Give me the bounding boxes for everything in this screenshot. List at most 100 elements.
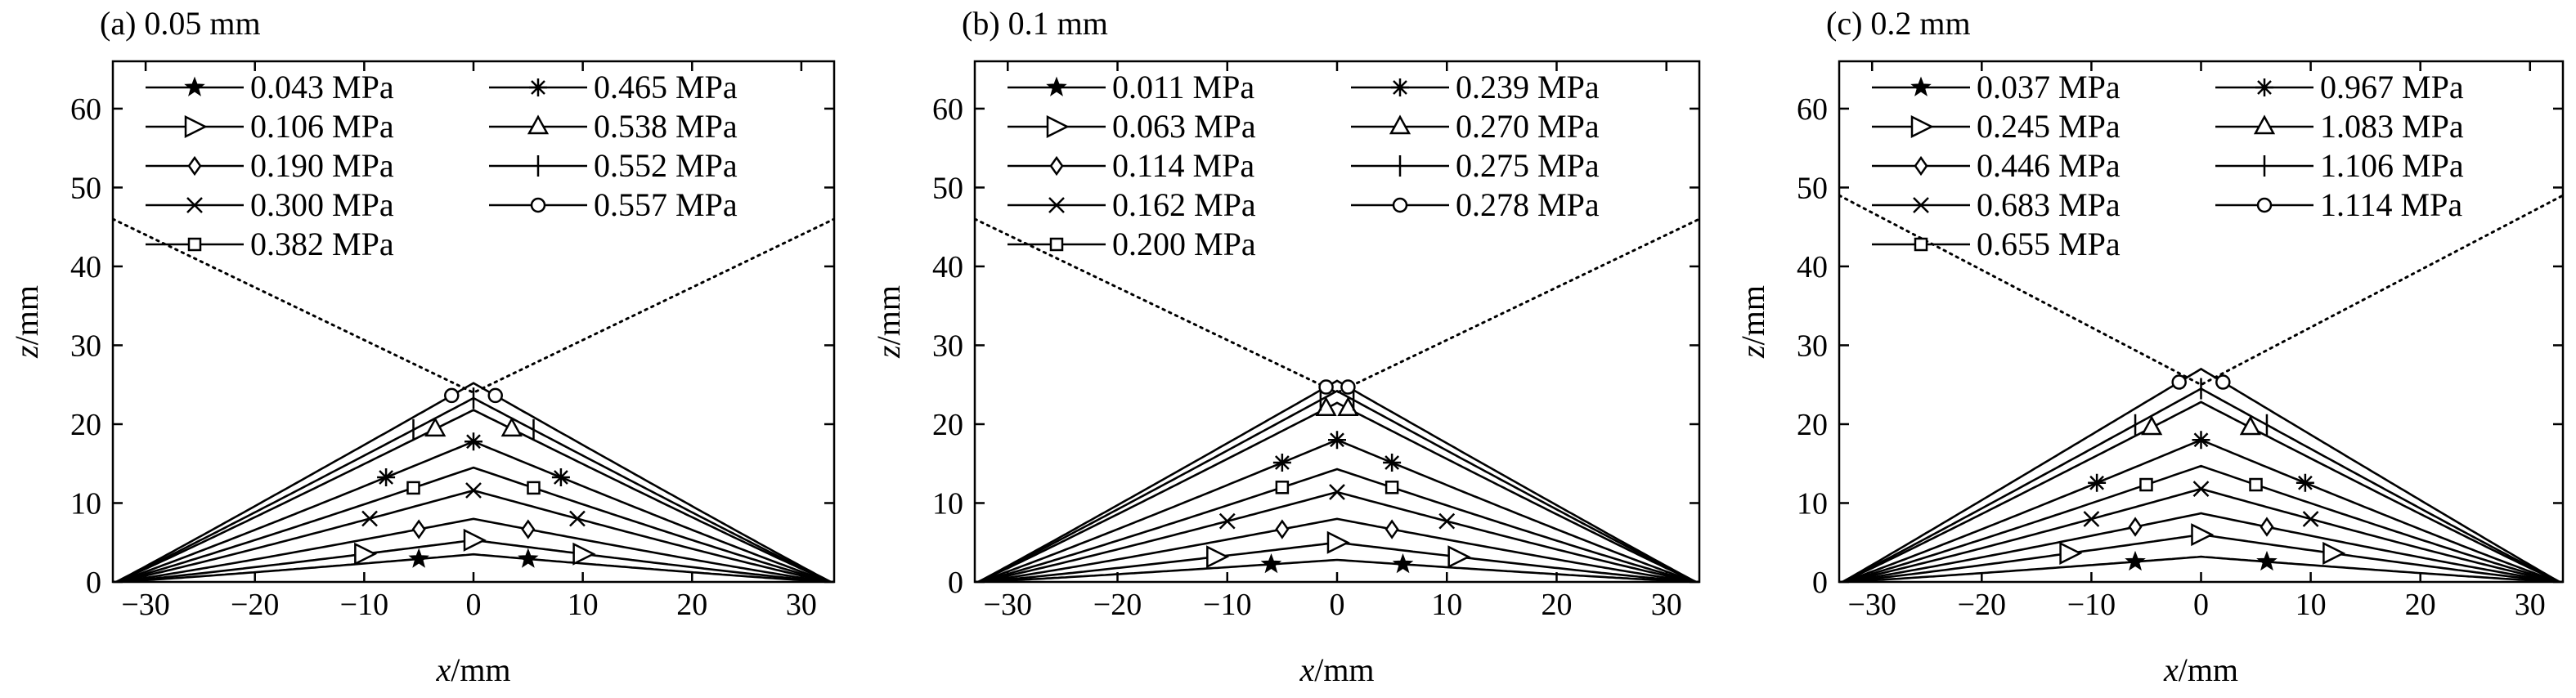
legend-marker [1910,114,1934,139]
series-marker [2125,550,2146,571]
legend-label: 0.043 MPa [250,69,394,105]
series-marker [2088,473,2107,492]
x-tick-label: −30 [1848,588,1896,622]
series-marker [1384,519,1399,539]
legend-label: 1.083 MPa [2320,108,2464,145]
series-7 [1839,400,2563,582]
series-marker [406,481,420,495]
legend-marker [1048,197,1065,213]
legend-item: 0.011 MPa [1008,69,1254,105]
legend-item: 0.446 MPa [1872,147,2120,184]
x-tick-label: −10 [340,588,388,622]
series-line [1839,555,2563,582]
legend-item: 0.190 MPa [146,147,394,184]
series-line [975,517,1699,582]
series-marker [444,387,460,404]
y-tick-label: 40 [932,250,963,284]
x-tick-label: −10 [2067,588,2116,622]
legend-label: 0.275 MPa [1456,147,1600,184]
series-marker [518,548,539,568]
legend-item: 0.275 MPa [1351,147,1600,184]
series-1 [113,548,834,582]
series-marker [2192,431,2210,450]
legend-item: 0.114 MPa [1008,147,1254,184]
series-line [113,382,834,582]
series-3 [1839,512,2563,582]
series-7 [975,396,1699,582]
series-1 [975,553,1699,582]
legend-item: 0.465 MPa [489,69,738,105]
legend-label: 1.106 MPa [2320,147,2464,184]
legend-label: 0.114 MPa [1112,147,1254,184]
legend-item: 0.300 MPa [146,186,394,223]
chart-title: (c) 0.2 mm [1826,5,1971,42]
legend-item: 0.162 MPa [1008,186,1256,223]
series-marker [1260,553,1282,574]
legend-item: 0.270 MPa [1351,108,1600,145]
legend-item: 0.683 MPa [1872,186,2120,223]
x-tick-label: 20 [676,588,707,622]
series-marker [408,548,429,568]
series-marker [464,432,482,451]
series-line [1839,367,2563,582]
series-marker [2192,481,2210,497]
series-9 [113,382,834,582]
legend-marker [1913,197,1929,213]
series-marker [2249,477,2263,492]
legend-label: 0.190 MPa [250,147,394,184]
legend-item: 0.278 MPa [1351,186,1600,223]
series-marker [463,528,487,552]
reference-dotted-line [1839,194,2563,387]
legend-marker [527,114,550,135]
legend-item: 0.063 MPa [1008,108,1256,145]
series-marker [411,519,426,539]
series-marker [2215,374,2231,390]
legend-marker [2253,114,2276,135]
y-tick-label: 60 [70,92,101,127]
chart-title: (a) 0.05 mm [100,5,261,42]
series-6 [113,432,834,582]
series-marker [2239,415,2261,436]
series-4 [1839,481,2563,582]
series-marker [1218,512,1236,530]
legend-label: 0.239 MPa [1456,69,1600,105]
legend-label: 0.683 MPa [1977,186,2120,223]
legend-item: 0.106 MPa [146,108,394,145]
series-3 [113,517,834,582]
x-tick-label: −20 [1958,588,2006,622]
series-1 [1839,550,2563,582]
y-tick-label: 30 [70,329,101,363]
y-tick-label: 0 [1812,566,1828,600]
y-tick-label: 50 [932,171,963,205]
series-marker [2128,517,2143,537]
legend-label: 0.106 MPa [250,108,394,145]
series-marker [1272,454,1291,472]
legend-marker [1392,197,1408,213]
series-marker [1383,454,1402,472]
x-tick-label: −30 [984,588,1032,622]
series-marker [2083,511,2100,527]
legend-item: 0.552 MPa [489,147,738,184]
chart-panel-3: (c) 0.2 mm −30 −20 −10 0 10 20 30 0 10 20 30 40 50 60 x… [1735,5,2565,688]
chart-title: (b) 0.1 mm [962,5,1108,42]
series-line [1839,464,2563,582]
series-marker [551,468,570,486]
legend-marker [1914,155,1928,177]
legend-marker [2256,197,2273,213]
legend-marker [1391,78,1409,96]
legend-label: 0.382 MPa [250,226,394,262]
legend-item: 0.557 MPa [489,186,738,223]
series-line [1839,512,2563,582]
series-marker [500,417,523,437]
legend-label: 0.011 MPa [1112,69,1254,105]
series-5 [1839,464,2563,582]
legend-marker [529,78,547,96]
x-tick-label: 10 [568,588,599,622]
series-line [975,379,1699,582]
y-tick-label: 50 [1797,171,1828,205]
legend-label: 0.538 MPa [594,108,738,145]
x-tick-label: −20 [231,588,279,622]
series-line [113,553,834,582]
